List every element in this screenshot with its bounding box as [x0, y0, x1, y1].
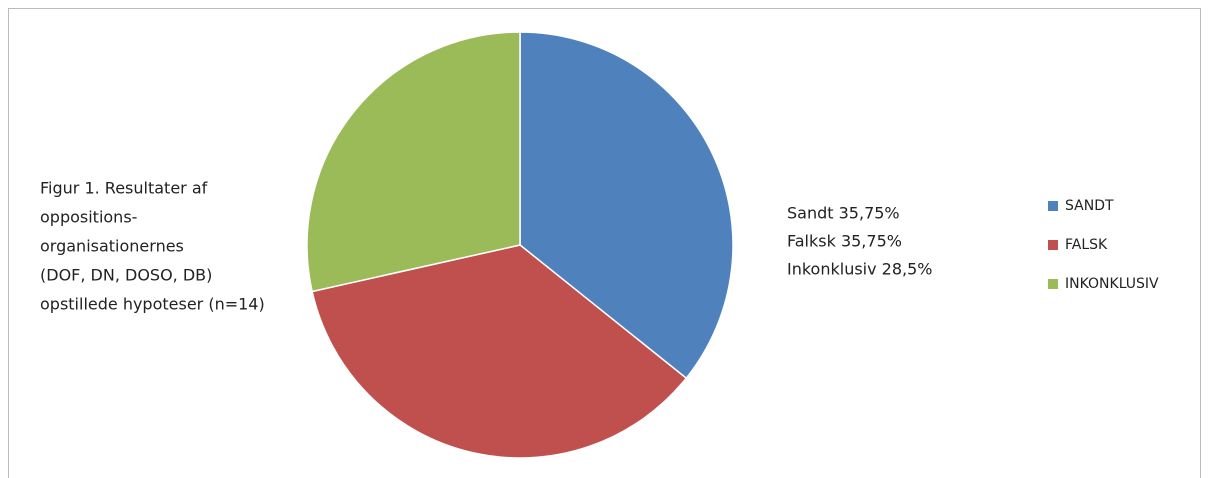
legend-swatch: [1048, 279, 1058, 289]
caption-line: oppositions-: [40, 208, 137, 227]
note-line: Inkonklusiv 28,5%: [787, 260, 933, 279]
pie-slice: [519, 31, 734, 380]
note-line: Sandt 35,75%: [787, 204, 900, 223]
caption-line: Figur 1. Resultater af: [40, 179, 208, 198]
legend-label: FALSK: [1065, 237, 1108, 253]
caption-line: (DOF, DN, DOSO, DB): [40, 266, 212, 285]
caption-line: organisationernes: [40, 237, 184, 256]
pie-slice: [311, 244, 688, 459]
legend-label: SANDT: [1065, 198, 1114, 214]
legend-swatch: [1048, 201, 1058, 211]
caption-line: opstillede hypoteser (n=14): [40, 295, 265, 314]
legend-swatch: [1048, 240, 1058, 250]
note-line: Falksk 35,75%: [787, 232, 902, 251]
pie-slice: [306, 31, 521, 293]
legend-label: INKONKLUSIV: [1065, 276, 1159, 292]
